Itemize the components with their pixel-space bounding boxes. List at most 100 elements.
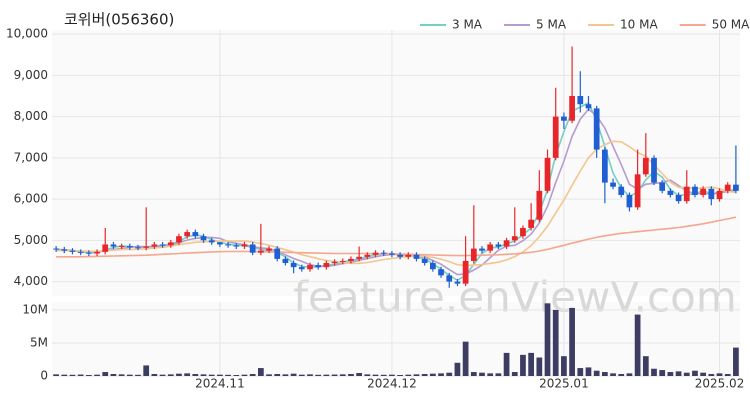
- volume-bar: [446, 372, 453, 376]
- candle-body: [53, 248, 59, 250]
- volume-bar: [389, 374, 395, 376]
- volume-bar: [675, 371, 682, 376]
- volume-bar: [315, 374, 322, 376]
- volume-bar: [217, 374, 223, 376]
- volume-bar: [618, 374, 625, 376]
- y-tick-label: 10,000: [6, 27, 48, 41]
- volume-bar: [200, 374, 207, 376]
- candle-body: [274, 248, 281, 259]
- candle-body: [102, 244, 109, 252]
- candle-body: [634, 174, 641, 208]
- ma-line: [56, 140, 736, 267]
- candle-body: [339, 260, 346, 262]
- candle-body: [585, 104, 592, 109]
- y-tick-label: 7,000: [14, 150, 48, 164]
- volume-bar: [102, 372, 109, 376]
- candle-body: [126, 246, 133, 248]
- volume-bar: [167, 374, 174, 376]
- candle-body: [700, 188, 707, 195]
- volume-bar: [257, 368, 264, 376]
- volume-bar: [716, 373, 723, 376]
- volume-bar: [331, 374, 338, 376]
- candle-body: [135, 247, 141, 249]
- candle-body: [667, 190, 674, 195]
- candle-body: [601, 149, 608, 183]
- volume-bar: [405, 374, 412, 376]
- volume-bar: [651, 368, 657, 376]
- candle-body: [282, 258, 289, 264]
- candle-body: [470, 248, 477, 261]
- candle-body: [528, 219, 535, 228]
- volume-bar: [429, 373, 436, 376]
- candle-body: [462, 260, 469, 284]
- candle-body: [118, 246, 125, 248]
- price-panel: [52, 30, 740, 296]
- volume-bar: [348, 374, 354, 376]
- candle-body: [683, 186, 690, 202]
- x-tick-label: 2024.12: [367, 377, 417, 391]
- volume-bar: [667, 372, 674, 376]
- x-tick-label: 2024.11: [195, 377, 245, 391]
- candle-body: [208, 240, 215, 243]
- candle-body: [356, 256, 363, 259]
- candle-body: [200, 236, 207, 241]
- y-tick-label: 0: [40, 369, 48, 383]
- candle-body: [708, 188, 715, 200]
- candle-body: [184, 232, 191, 237]
- volume-bar: [659, 370, 666, 376]
- volume-bar: [184, 373, 191, 376]
- candle-body: [380, 252, 387, 254]
- volume-bar: [274, 374, 281, 376]
- volume-bar: [135, 374, 141, 376]
- volume-bar: [233, 375, 240, 376]
- legend-label: 50 MA: [712, 18, 750, 32]
- candle-body: [159, 244, 166, 246]
- candle-body: [569, 95, 575, 121]
- volume-bar: [151, 374, 158, 376]
- volume-bar: [495, 373, 502, 376]
- volume-bar: [241, 374, 248, 376]
- volume-bar: [77, 374, 84, 376]
- volume-bar: [593, 370, 600, 376]
- candle-body: [176, 236, 182, 243]
- candle-body: [479, 248, 485, 251]
- candle-body: [364, 254, 371, 257]
- volume-bar: [724, 374, 731, 376]
- y-tick-label: 4,000: [14, 274, 48, 288]
- volume-bar: [298, 374, 305, 376]
- volume-bar: [290, 373, 297, 376]
- volume-bar: [266, 374, 272, 376]
- volume-bar: [569, 307, 575, 376]
- volume-bar: [511, 372, 518, 376]
- candle-body: [143, 246, 150, 248]
- volume-bar: [470, 372, 477, 376]
- volume-bar: [577, 368, 584, 376]
- volume-bar: [356, 373, 363, 376]
- candle-body: [167, 242, 174, 246]
- candle-body: [77, 251, 84, 253]
- volume-bar: [282, 374, 289, 376]
- chart-title: 코위버(056360): [64, 11, 174, 29]
- candle-body: [733, 184, 739, 191]
- volume-bar: [536, 357, 543, 376]
- volume-bar: [552, 309, 559, 376]
- candle-body: [266, 248, 272, 251]
- legend-label: 3 MA: [452, 18, 483, 32]
- volume-bar: [143, 365, 150, 376]
- volume-bar: [585, 367, 592, 376]
- volume-bar: [683, 372, 690, 376]
- x-tick-label: 2025.02: [695, 377, 745, 391]
- candle-body: [675, 194, 682, 202]
- candle-body: [511, 236, 518, 241]
- candle-body: [520, 227, 526, 237]
- candle-body: [397, 254, 403, 257]
- volume-bar: [53, 374, 59, 376]
- candle-body: [290, 263, 297, 268]
- candle-body: [446, 275, 453, 282]
- candle-body: [593, 108, 600, 150]
- candle-body: [454, 281, 461, 284]
- candle-body: [495, 244, 502, 247]
- candle-body: [503, 240, 510, 247]
- candle-body: [315, 265, 322, 268]
